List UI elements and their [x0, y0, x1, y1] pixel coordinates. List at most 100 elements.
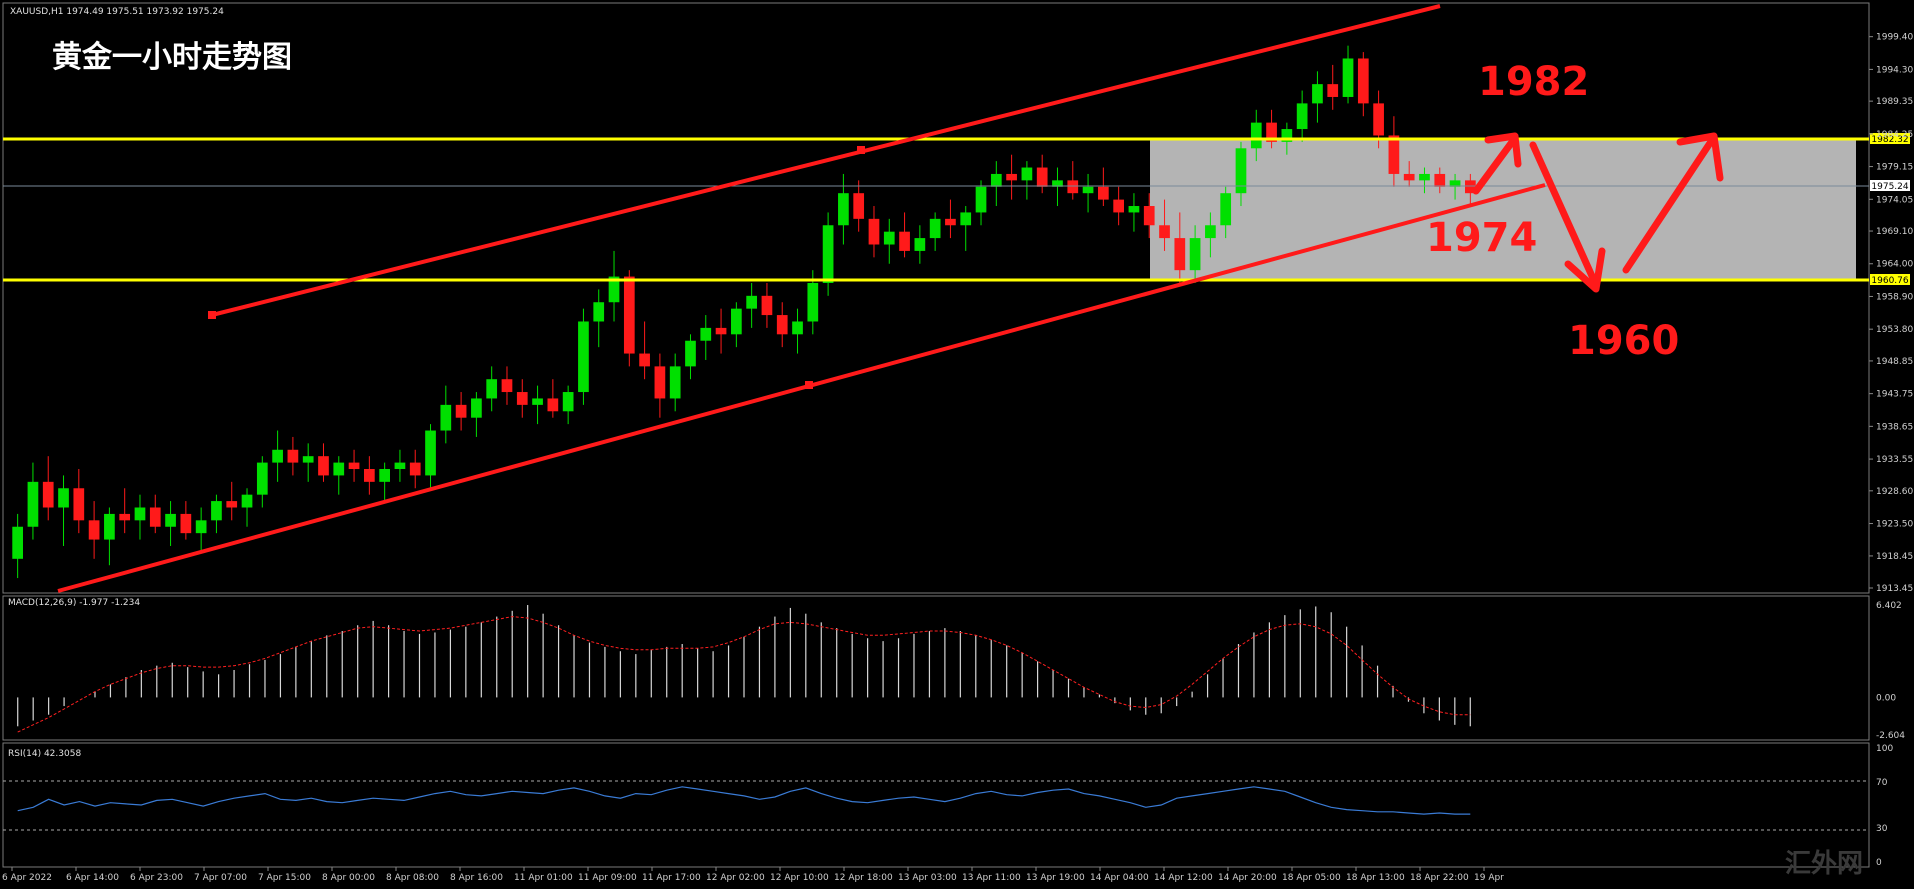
candle-body	[838, 193, 849, 226]
candle-body	[623, 276, 635, 354]
channel-lower-trendline[interactable]	[57, 183, 1546, 593]
candle-body	[58, 488, 69, 508]
candle-body	[532, 398, 543, 405]
candle	[1098, 167, 1109, 207]
candle	[562, 385, 574, 425]
candle-body	[104, 513, 115, 540]
time-tick-label: 6 Apr 14:00	[66, 873, 119, 883]
candle	[27, 462, 39, 540]
macd-histogram	[17, 605, 1471, 727]
trendline-anchor[interactable]	[208, 311, 216, 319]
candle	[623, 270, 635, 367]
time-tick-label: 19 Apr	[1474, 873, 1504, 883]
candle-body	[1296, 103, 1308, 130]
candle-body	[1006, 173, 1017, 181]
time-tick-label: 12 Apr 10:00	[770, 873, 829, 883]
candle	[12, 513, 23, 579]
candle	[685, 334, 696, 380]
candle	[455, 392, 467, 431]
macd-tick-label: 0.00	[1876, 693, 1896, 703]
arrow-up-recovery	[1622, 136, 1716, 274]
channel-upper-trendline[interactable]	[211, 4, 1441, 317]
time-tick-label: 14 Apr 12:00	[1154, 873, 1213, 883]
candle	[226, 481, 238, 521]
candle	[119, 488, 131, 534]
price-tick-label: 1938.65	[1876, 422, 1913, 432]
candle	[1434, 167, 1446, 194]
candle	[1449, 173, 1461, 200]
time-tick-label: 8 Apr 16:00	[450, 873, 503, 883]
macd-panel-frame	[2, 595, 1870, 741]
arrowhead-icon	[1564, 247, 1606, 293]
time-tick-label: 11 Apr 09:00	[578, 873, 637, 883]
candle	[195, 507, 207, 553]
candle-body	[241, 494, 253, 508]
candle	[975, 180, 987, 226]
candle-body	[975, 186, 987, 213]
trendline-anchor[interactable]	[857, 146, 865, 154]
candle-body	[608, 276, 620, 303]
candle	[1342, 45, 1354, 104]
candle	[639, 321, 650, 380]
target-1982-label: 1982	[1478, 59, 1589, 105]
trendline-anchor[interactable]	[805, 381, 813, 389]
candle-body	[929, 218, 941, 239]
candle-body	[685, 340, 696, 367]
candle	[134, 494, 146, 540]
candle-body	[1434, 173, 1446, 187]
candle	[761, 282, 773, 328]
time-tick-label: 12 Apr 18:00	[834, 873, 893, 883]
candle	[516, 379, 528, 418]
candle-body	[471, 398, 482, 418]
candle	[333, 456, 345, 495]
candle-body	[1250, 122, 1262, 149]
candle-body	[761, 295, 773, 316]
candle	[302, 443, 314, 482]
candle	[1159, 199, 1170, 251]
resistance-price-tag	[1870, 133, 1910, 144]
candle-body	[379, 469, 390, 482]
candle-body	[333, 462, 345, 476]
candle	[348, 449, 360, 482]
candle	[899, 212, 910, 258]
candle	[256, 456, 268, 508]
candle	[1128, 193, 1140, 232]
candle	[486, 366, 498, 412]
candle-body	[318, 456, 329, 476]
time-tick-label: 8 Apr 00:00	[322, 873, 375, 883]
time-tick-label: 8 Apr 08:00	[386, 873, 439, 883]
price-tick-label: 1913.45	[1876, 584, 1913, 594]
time-tick-label: 12 Apr 02:00	[706, 873, 765, 883]
candle-body	[1205, 225, 1216, 239]
candle-body	[883, 231, 895, 245]
candle-body	[1235, 148, 1247, 194]
rsi-tick-label: 0	[1876, 858, 1882, 868]
arrowhead-icon	[1484, 132, 1522, 168]
candle-body	[195, 520, 207, 534]
macd-signal-line	[17, 616, 1471, 733]
candle-body	[272, 449, 283, 463]
candle-body	[256, 462, 268, 495]
candle	[1403, 161, 1415, 187]
candle-body	[669, 366, 681, 399]
price-tick-label: 1989.35	[1876, 97, 1913, 107]
watermark: 汇外网	[1785, 849, 1863, 879]
candle	[318, 443, 329, 482]
candle-body	[516, 392, 528, 405]
time-tick-label: 7 Apr 07:00	[194, 873, 247, 883]
candle-body	[455, 404, 467, 418]
candle-body	[394, 462, 406, 470]
candle-body	[42, 481, 54, 508]
candle	[746, 282, 757, 328]
candle	[165, 501, 176, 546]
candle-body	[12, 526, 23, 559]
time-tick-label: 14 Apr 20:00	[1218, 873, 1277, 883]
candle	[287, 436, 299, 476]
candle-body	[639, 353, 650, 367]
rsi-label: RSI(14) 42.3058	[8, 749, 81, 759]
candle	[42, 456, 54, 521]
candle	[945, 199, 956, 239]
candle-body	[945, 218, 956, 226]
candle	[868, 206, 880, 258]
